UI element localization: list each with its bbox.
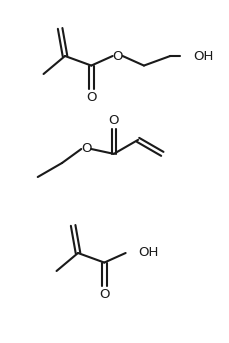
Text: O: O [112,49,122,62]
Text: OH: OH [138,247,158,260]
Text: OH: OH [192,49,213,62]
Text: O: O [81,142,91,155]
Text: O: O [99,288,109,301]
Text: O: O [86,91,96,104]
Text: O: O [108,114,119,127]
